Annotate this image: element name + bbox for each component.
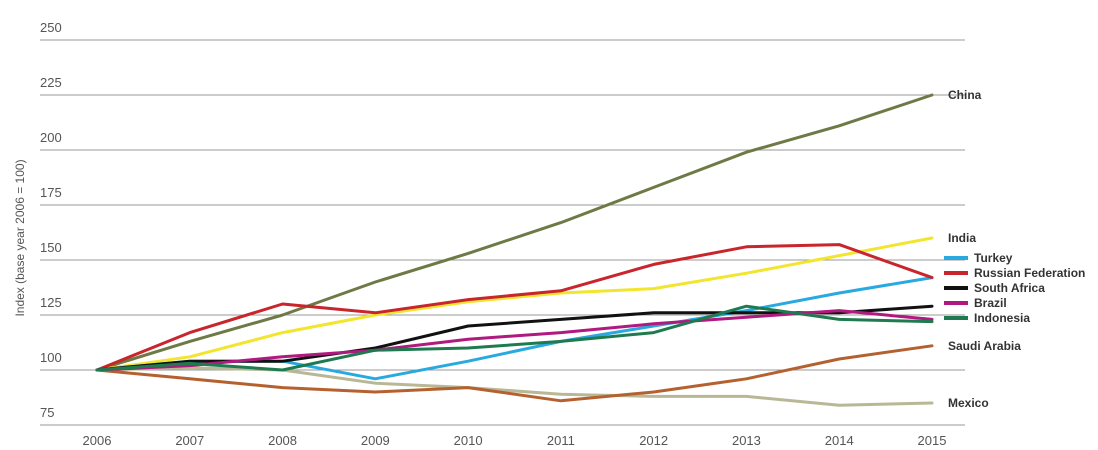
y-tick-label-150: 150: [40, 240, 62, 255]
y-tick-labels: 75 100 125 150 175 200 225 250: [40, 20, 62, 420]
y-tick-label-175: 175: [40, 185, 62, 200]
gridlines: [40, 39, 965, 426]
series-end-label-china: China: [948, 88, 982, 102]
y-tick-label-75: 75: [40, 405, 54, 420]
series-line-saudi-arabia: [95, 344, 934, 403]
legend-label-indonesia: Indonesia: [974, 311, 1030, 325]
series-line-india: [95, 236, 934, 372]
x-tick-label-2011: 2011: [547, 433, 575, 448]
legend-label-south-africa: South Africa: [974, 281, 1045, 295]
x-tick-label-2007: 2007: [175, 433, 204, 448]
y-tick-label-250: 250: [40, 20, 62, 35]
series-line-china: [95, 93, 934, 372]
y-tick-label-125: 125: [40, 295, 62, 310]
series-end-label-india: India: [948, 231, 976, 245]
series-end-label-saudi-arabia: Saudi Arabia: [948, 339, 1021, 353]
x-tick-label-2014: 2014: [825, 433, 854, 448]
legend-label-russian-federation: Russian Federation: [974, 266, 1085, 280]
series-lines: [95, 93, 934, 407]
series-line-russian-federation: [95, 243, 934, 372]
y-tick-label-225: 225: [40, 75, 62, 90]
y-tick-label-100: 100: [40, 350, 62, 365]
x-tick-label-2012: 2012: [639, 433, 668, 448]
x-tick-label-2006: 2006: [83, 433, 112, 448]
series-end-label-mexico: Mexico: [948, 396, 989, 410]
series-line-brazil: [95, 309, 934, 372]
x-tick-label-2010: 2010: [454, 433, 483, 448]
x-tick-label-2015: 2015: [918, 433, 947, 448]
x-tick-label-2009: 2009: [361, 433, 390, 448]
legend-label-brazil: Brazil: [974, 296, 1007, 310]
series-line-mexico: [95, 366, 934, 407]
y-axis-label: Index (base year 2006 = 100): [13, 159, 27, 316]
x-tick-labels: 2006 2007 2008 2009 2010 2011 2012 2013 2014 2015: [83, 433, 947, 448]
x-tick-label-2013: 2013: [732, 433, 761, 448]
legend-label-turkey: Turkey: [974, 251, 1013, 265]
x-tick-label-2008: 2008: [268, 433, 297, 448]
series-line-indonesia: [95, 304, 934, 372]
y-tick-label-200: 200: [40, 130, 62, 145]
series-end-labels: China India Mexico Saudi Arabia: [948, 88, 1021, 410]
